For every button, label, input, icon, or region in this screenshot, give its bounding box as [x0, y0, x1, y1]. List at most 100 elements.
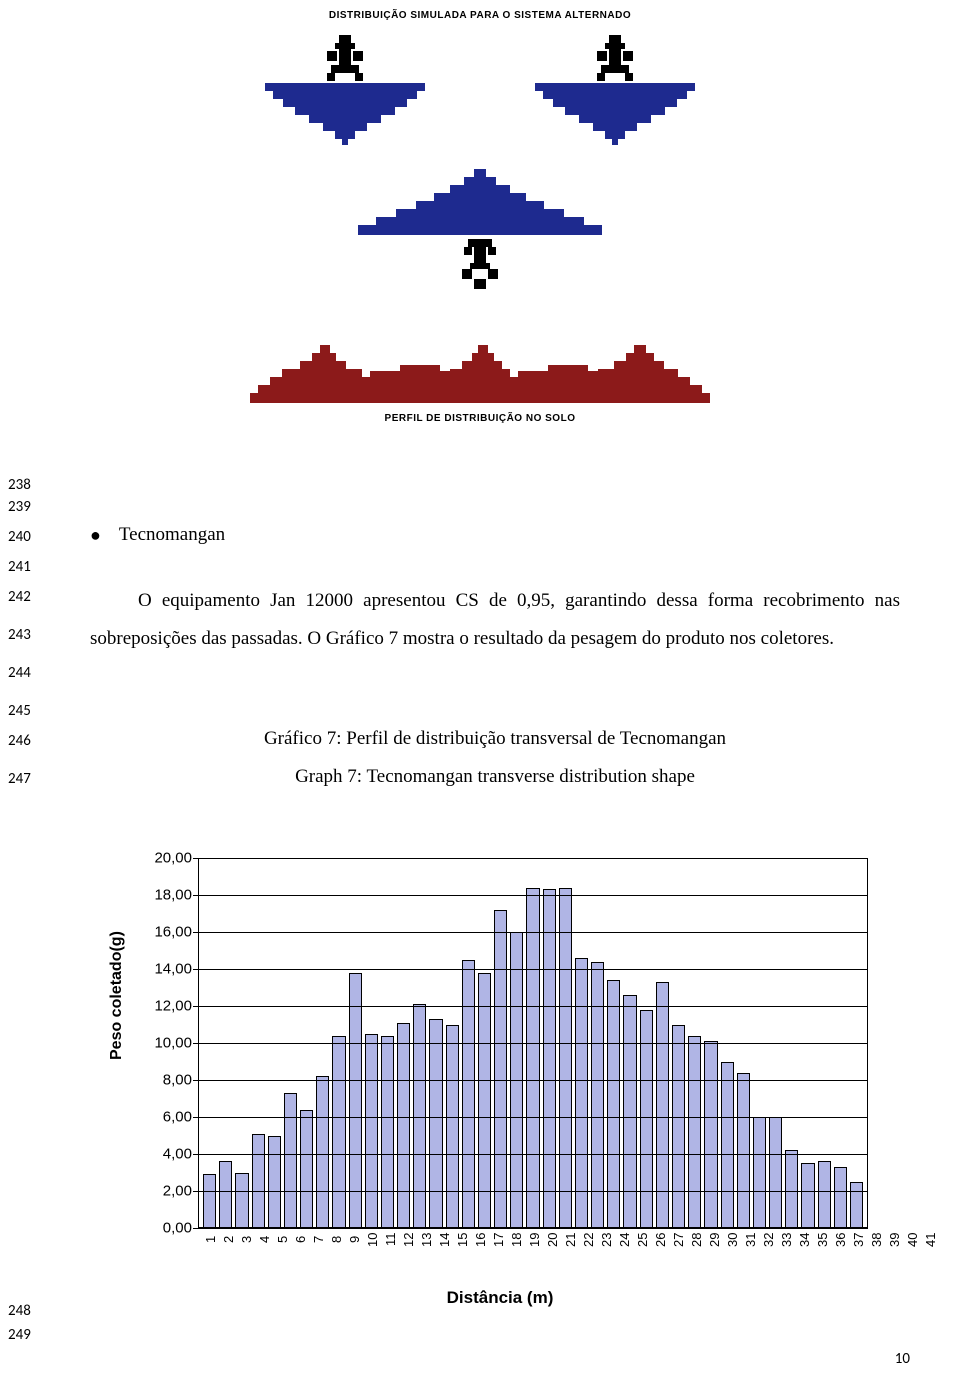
chart-bar: [462, 960, 475, 1228]
chart-x-tick: 29: [707, 1228, 722, 1254]
chart-y-label: Peso coletado(g): [108, 931, 126, 1060]
chart-y-tick: 10,00: [142, 1035, 192, 1052]
chart-x-tick: 10: [365, 1228, 380, 1254]
chart-bar: [850, 1182, 863, 1228]
line-number: 243: [8, 626, 31, 644]
chart-x-tick: 39: [887, 1228, 902, 1254]
chart-bar: [300, 1110, 313, 1228]
chart-bar: [429, 1019, 442, 1228]
chart-bar: [365, 1034, 378, 1228]
chart-x-tick: 18: [509, 1228, 524, 1254]
spreader-left: [255, 31, 435, 171]
sum-triangle: [220, 169, 740, 299]
chart-x-tick: 7: [311, 1228, 326, 1254]
line-number: 249: [8, 1326, 31, 1344]
chart-x-tick: 40: [905, 1228, 920, 1254]
chart-bar: [721, 1062, 734, 1229]
chart-bar: [834, 1167, 847, 1228]
chart-x-tick: 9: [347, 1228, 362, 1254]
chart-bar: [203, 1174, 216, 1228]
chart-bar: [801, 1163, 814, 1228]
chart-bar: [672, 1025, 685, 1229]
chart-bar: [559, 888, 572, 1228]
chart-x-tick: 36: [833, 1228, 848, 1254]
chart-caption-pt: Gráfico 7: Perfil de distribuição transv…: [90, 728, 900, 750]
chart-gridline: [198, 858, 868, 859]
bar-chart: Peso coletado(g) 12345678910111213141516…: [120, 850, 880, 1310]
section-heading-row: ● Tecnomangan: [90, 524, 900, 546]
page-number: 10: [895, 1350, 910, 1368]
chart-y-tick: 6,00: [142, 1109, 192, 1126]
chart-x-ticks: 1234567891011121314151617181920212223242…: [203, 1228, 863, 1254]
chart-bar: [494, 910, 507, 1228]
chart-bar: [397, 1023, 410, 1228]
chart-y-tick: 18,00: [142, 887, 192, 904]
chart-gridline: [198, 1080, 868, 1081]
chart-x-tick: 4: [257, 1228, 272, 1254]
chart-bar: [332, 1036, 345, 1228]
chart-x-tick: 11: [383, 1228, 398, 1254]
chart-x-tick: 32: [761, 1228, 776, 1254]
chart-y-tick: 12,00: [142, 998, 192, 1015]
chart-x-tick: 3: [239, 1228, 254, 1254]
chart-x-tick: 37: [851, 1228, 866, 1254]
figure-top-caption: DISTRIBUIÇÃO SIMULADA PARA O SISTEMA ALT…: [220, 10, 740, 21]
chart-gridline: [198, 1006, 868, 1007]
ground-profile: [220, 305, 740, 405]
chart-x-tick: 12: [401, 1228, 416, 1254]
chart-gridline: [198, 1043, 868, 1044]
chart-bar: [252, 1134, 265, 1228]
chart-gridline: [198, 1191, 868, 1192]
chart-x-tick: 8: [329, 1228, 344, 1254]
paragraph-block: O equipamento Jan 12000 apresentou CS de…: [90, 582, 900, 658]
section-heading: Tecnomangan: [119, 524, 225, 546]
figure-bottom-caption: PERFIL DE DISTRIBUIÇÃO NO SOLO: [220, 413, 740, 424]
chart-gridline: [198, 969, 868, 970]
chart-x-label: Distância (m): [120, 1288, 880, 1308]
chart-bar: [446, 1025, 459, 1229]
chart-x-tick: 2: [221, 1228, 236, 1254]
chart-x-tick: 16: [473, 1228, 488, 1254]
chart-bar: [219, 1161, 232, 1228]
chart-x-tick: 33: [779, 1228, 794, 1254]
line-number: 244: [8, 664, 31, 682]
chart-x-tick: 19: [527, 1228, 542, 1254]
chart-x-tick: 5: [275, 1228, 290, 1254]
bullet-icon: ●: [90, 526, 101, 544]
chart-y-tick: 2,00: [142, 1183, 192, 1200]
chart-y-tick: 20,00: [142, 850, 192, 867]
chart-x-tick: 38: [869, 1228, 884, 1254]
chart-bar: [575, 958, 588, 1228]
chart-bar: [235, 1173, 248, 1229]
chart-x-tick: 26: [653, 1228, 668, 1254]
spreader-row: [220, 31, 740, 171]
chart-y-tick: 4,00: [142, 1146, 192, 1163]
chart-gridline: [198, 895, 868, 896]
line-number: 245: [8, 702, 31, 720]
chart-y-tick: 16,00: [142, 924, 192, 941]
line-number: 241: [8, 558, 31, 576]
chart-bar: [769, 1117, 782, 1228]
chart-x-tick: 17: [491, 1228, 506, 1254]
chart-x-tick: 14: [437, 1228, 452, 1254]
chart-y-tick: 14,00: [142, 961, 192, 978]
chart-gridline: [198, 932, 868, 933]
chart-x-tick: 1: [203, 1228, 218, 1254]
chart-x-tick: 25: [635, 1228, 650, 1254]
spreader-right: [525, 31, 705, 171]
chart-x-tick: 22: [581, 1228, 596, 1254]
chart-bar: [478, 973, 491, 1228]
line-number: 247: [8, 770, 31, 788]
chart-bar: [737, 1073, 750, 1228]
chart-x-tick: 24: [617, 1228, 632, 1254]
chart-bar: [381, 1036, 394, 1228]
chart-gridline: [198, 1228, 868, 1229]
chart-x-tick: 35: [815, 1228, 830, 1254]
line-number: 238: [8, 476, 31, 494]
chart-x-tick: 20: [545, 1228, 560, 1254]
chart-x-tick: 31: [743, 1228, 758, 1254]
chart-caption-en: Graph 7: Tecnomangan transverse distribu…: [90, 766, 900, 788]
paragraph-text: O equipamento Jan 12000 apresentou CS de…: [90, 582, 900, 658]
chart-bar: [785, 1150, 798, 1228]
line-number: 246: [8, 732, 31, 750]
